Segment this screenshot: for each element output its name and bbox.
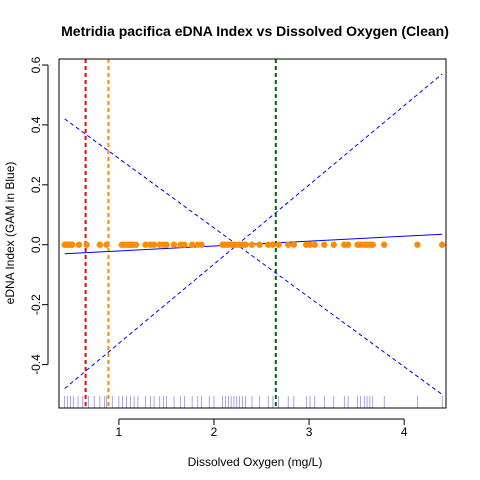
data-point	[311, 241, 318, 248]
y-tick-label: -0.4	[29, 354, 43, 375]
x-axis-label: Dissolved Oxygen (mg/L)	[188, 455, 323, 469]
x-tick-label: 3	[306, 425, 313, 439]
data-point	[170, 241, 178, 248]
data-point	[269, 241, 277, 248]
data-point	[142, 241, 149, 248]
y-tick-label: 0.6	[29, 56, 43, 73]
data-point	[242, 241, 249, 248]
data-point	[132, 241, 140, 248]
data-point	[150, 241, 158, 248]
plot-frame	[58, 58, 447, 409]
data-point	[188, 241, 196, 248]
data-point	[321, 241, 328, 248]
data-point	[344, 241, 352, 248]
data-point	[438, 241, 446, 248]
data-point	[163, 241, 170, 248]
data-point	[330, 241, 337, 248]
data-point	[380, 241, 388, 248]
data-point	[83, 241, 90, 248]
data-point	[198, 241, 205, 248]
data-point	[284, 241, 292, 248]
y-axis-label: eDNA Index (GAM in Blue)	[3, 162, 17, 305]
data-point	[248, 241, 256, 248]
plot-area	[61, 59, 446, 408]
data-point	[96, 241, 104, 248]
ci-upper-line	[64, 73, 443, 389]
y-tick-label: 0.0	[29, 236, 43, 253]
y-tick-label: 0.2	[29, 176, 43, 193]
x-tick-label: 4	[401, 425, 408, 439]
x-tick-label: 2	[211, 425, 218, 439]
data-point	[290, 241, 298, 248]
y-tick-label: -0.2	[29, 294, 43, 315]
data-point	[275, 241, 282, 248]
x-axis: 1 2 3 4	[116, 418, 408, 439]
y-tick-label: 0.4	[29, 116, 43, 133]
data-point	[414, 241, 421, 248]
data-point	[103, 241, 110, 248]
ci-lower-line	[64, 118, 443, 395]
data-point	[306, 241, 314, 248]
data-point	[75, 241, 83, 248]
data-point	[264, 241, 272, 248]
data-point	[69, 241, 76, 248]
data-point	[181, 241, 188, 248]
y-axis: -0.4 -0.2 0.0 0.2 0.4 0.6	[29, 56, 49, 375]
chart-title: Metridia pacifica eDNA Index vs Dissolve…	[61, 23, 449, 39]
data-point	[369, 241, 376, 248]
x-tick-label: 1	[116, 425, 123, 439]
data-point	[256, 241, 263, 248]
